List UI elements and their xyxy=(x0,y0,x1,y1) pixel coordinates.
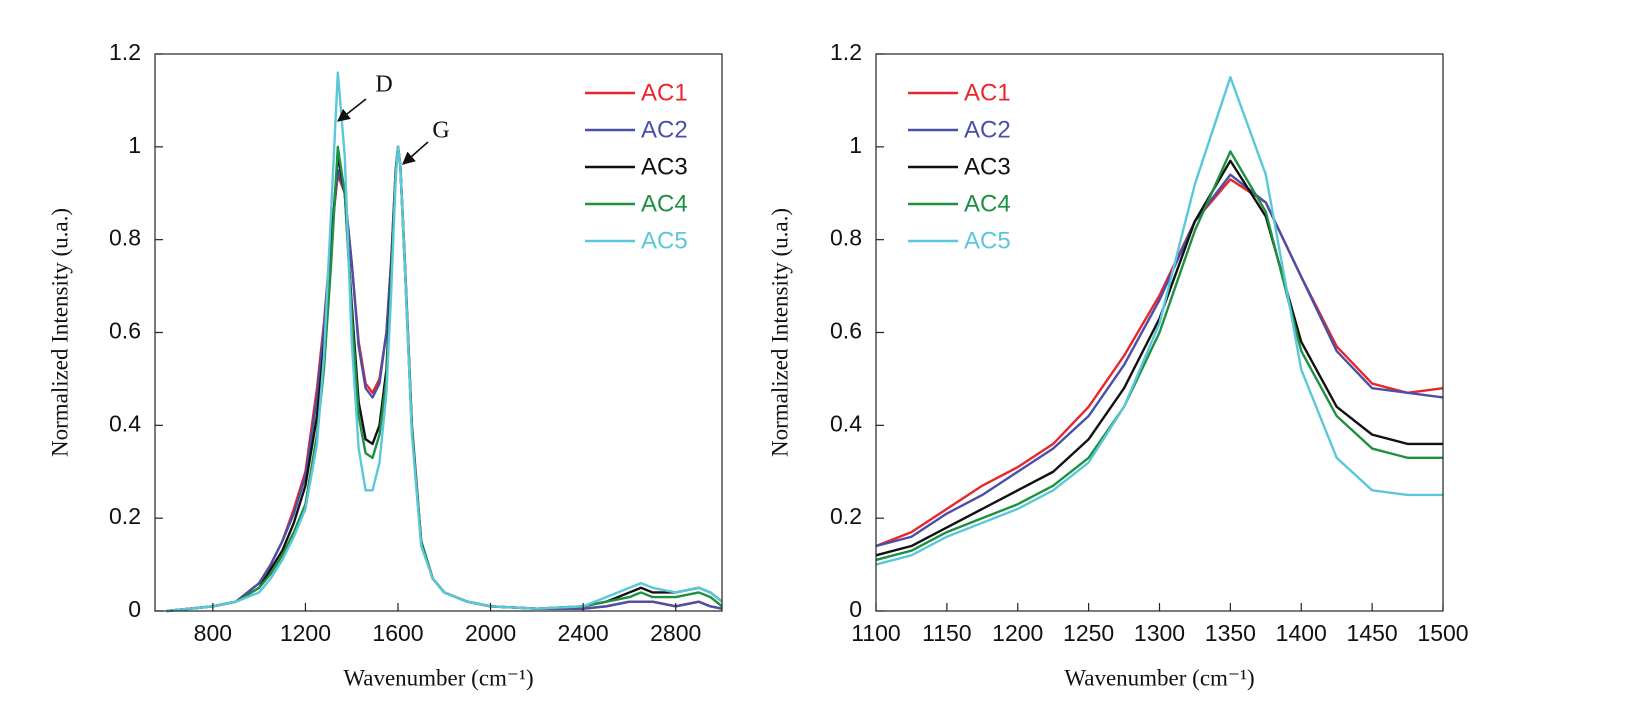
y-tick-label: 0.2 xyxy=(109,503,141,529)
x-tick-label: 1400 xyxy=(1276,620,1327,646)
y-tick-label: 0.4 xyxy=(109,410,141,436)
data-line xyxy=(166,71,723,613)
y-tick-label: 1.2 xyxy=(830,39,862,65)
x-tick-label: 800 xyxy=(194,620,232,646)
data-line xyxy=(166,145,723,613)
data-line xyxy=(166,145,723,613)
data-line xyxy=(875,178,1444,548)
subplot: 0 0.2 0.4 0.6 0.8 1 1.2 1100 1150 1200 1250 1300 135… xyxy=(767,39,1468,690)
y-tick-label: 0.6 xyxy=(109,318,141,344)
legend-label: AC4 xyxy=(964,190,1011,217)
data-line xyxy=(875,76,1443,566)
x-tick-label: 1300 xyxy=(1134,620,1185,646)
data-line xyxy=(875,159,1443,557)
annotation: G xyxy=(432,118,449,144)
y-tick-label: 0.6 xyxy=(830,318,862,344)
y-tick-label: 0.8 xyxy=(830,225,862,251)
x-tick-label: 1150 xyxy=(922,620,971,646)
x-tick-label: 1600 xyxy=(372,620,423,646)
y-tick-label: 0.2 xyxy=(830,503,862,529)
data-line xyxy=(875,150,1443,562)
x-tick-label: 1450 xyxy=(1347,620,1398,646)
y-tick-label: 1 xyxy=(128,132,141,158)
legend-label: AC3 xyxy=(641,153,688,180)
x-tick-label: 1200 xyxy=(992,620,1043,646)
legend-label: AC4 xyxy=(641,190,688,217)
x-tick-label: 1350 xyxy=(1205,620,1256,646)
x-tick-label: 2400 xyxy=(558,620,609,646)
y-tick-label: 1 xyxy=(849,132,862,158)
y-axis-label: Normalized Intensity (u.a.) xyxy=(767,208,792,457)
y-axis-label: Normalized Intensity (u.a.) xyxy=(47,208,72,457)
data-line xyxy=(875,173,1444,548)
x-tick-label: 1500 xyxy=(1417,620,1468,646)
x-axis-label: Wavenumber (cm⁻¹) xyxy=(343,665,533,690)
legend-label: AC5 xyxy=(964,227,1011,254)
legend-label: AC5 xyxy=(641,227,688,254)
legend-label: AC3 xyxy=(964,153,1011,180)
x-tick-label: 1100 xyxy=(851,620,900,646)
y-tick-label: 1.2 xyxy=(109,39,141,65)
legend-label: AC2 xyxy=(641,116,688,143)
legend-label: AC2 xyxy=(964,116,1011,143)
x-axis-label: Wavenumber (cm⁻¹) xyxy=(1064,665,1254,690)
annotation: D xyxy=(375,72,392,98)
x-tick-label: 1250 xyxy=(1063,620,1114,646)
y-tick-label: 0 xyxy=(849,596,862,622)
subplot: 0 0.2 0.4 0.6 0.8 1 1.2 800 1200 1600 2000 2400 2800… xyxy=(47,39,723,690)
legend-label: AC1 xyxy=(641,79,688,106)
x-tick-label: 2800 xyxy=(650,620,701,646)
x-tick-label: 1200 xyxy=(280,620,331,646)
annotation-arrow xyxy=(336,98,367,122)
data-line xyxy=(166,145,723,613)
y-tick-label: 0.4 xyxy=(830,410,862,436)
data-line xyxy=(166,145,723,613)
y-tick-label: 0 xyxy=(128,596,141,622)
x-tick-label: 2000 xyxy=(465,620,516,646)
y-tick-label: 0.8 xyxy=(109,225,141,251)
legend-label: AC1 xyxy=(964,79,1011,106)
annotation-arrow xyxy=(402,141,429,165)
